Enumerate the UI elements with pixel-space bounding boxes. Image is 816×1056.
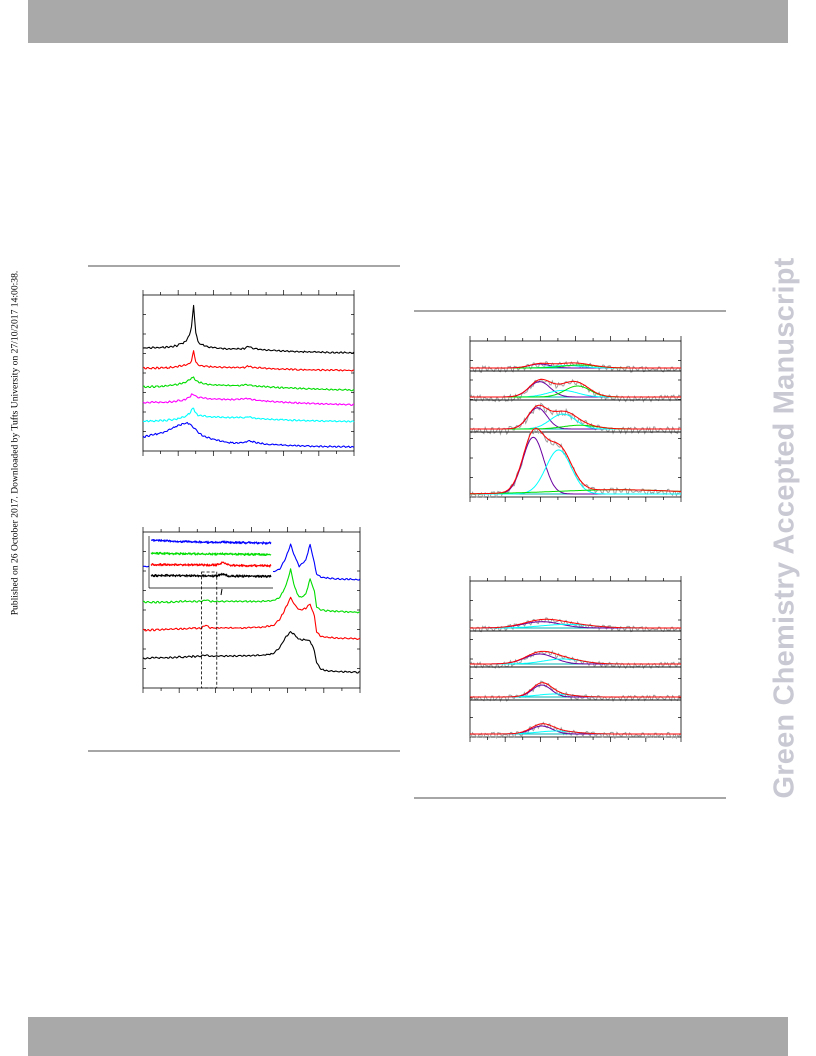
raw-data-line	[469, 426, 681, 499]
raw-data-line	[469, 617, 681, 633]
zoom-box	[201, 571, 218, 689]
series-line	[142, 393, 355, 407]
series-line	[142, 568, 361, 614]
envelope-fit	[470, 378, 681, 398]
inset-series-line	[150, 561, 272, 568]
figure-rule-right-top	[414, 310, 726, 312]
header-band	[28, 0, 788, 43]
raw-data-line	[469, 378, 681, 403]
series-line	[142, 421, 355, 448]
series-line	[142, 596, 361, 640]
footer-band	[28, 1017, 788, 1056]
envelope-fit	[470, 650, 681, 665]
spectra-chart-b	[142, 527, 361, 693]
component-peak	[470, 436, 681, 495]
inset-pointer	[220, 588, 223, 596]
envelope-fit	[470, 618, 681, 629]
envelope-fit	[470, 427, 682, 495]
series-line	[142, 304, 355, 354]
series-line	[142, 407, 355, 423]
figure-rule-right-bottom	[414, 797, 726, 799]
figure-rule-left-top	[88, 265, 400, 267]
envelope-fit	[470, 404, 681, 430]
inset-background	[149, 536, 273, 588]
inset-series-line	[150, 572, 272, 579]
watermark-text: Green Chemistry Accepted Manuscript	[768, 257, 801, 799]
peak-fit-chart-c	[469, 336, 682, 502]
component-peak	[470, 449, 681, 495]
component-peak	[470, 385, 681, 398]
raw-data-line	[469, 680, 681, 703]
raw-data-line	[469, 649, 681, 670]
series-line	[142, 376, 355, 392]
envelope-fit	[470, 723, 681, 735]
component-peak	[470, 389, 681, 398]
spectra-chart-a	[142, 290, 355, 456]
raw-data-line	[469, 721, 681, 740]
series-line	[142, 631, 361, 674]
peak-fit-chart-d	[469, 576, 682, 742]
series-line	[142, 350, 355, 372]
figure-rule-left-bottom	[88, 750, 400, 752]
publication-note-text: Published on 26 October 2017. Downloaded…	[9, 270, 21, 616]
envelope-fit	[470, 362, 681, 369]
inset-series-line	[150, 538, 272, 545]
inset-series-line	[150, 551, 272, 557]
envelope-fit	[470, 682, 681, 698]
